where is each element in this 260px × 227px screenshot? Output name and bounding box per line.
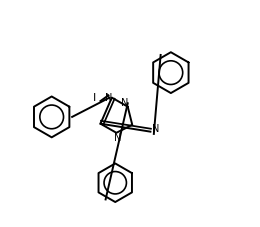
- Text: N: N: [114, 133, 121, 143]
- Text: I: I: [93, 93, 96, 103]
- Text: N: N: [152, 124, 159, 134]
- Text: N: N: [105, 93, 113, 103]
- Text: N: N: [121, 98, 129, 108]
